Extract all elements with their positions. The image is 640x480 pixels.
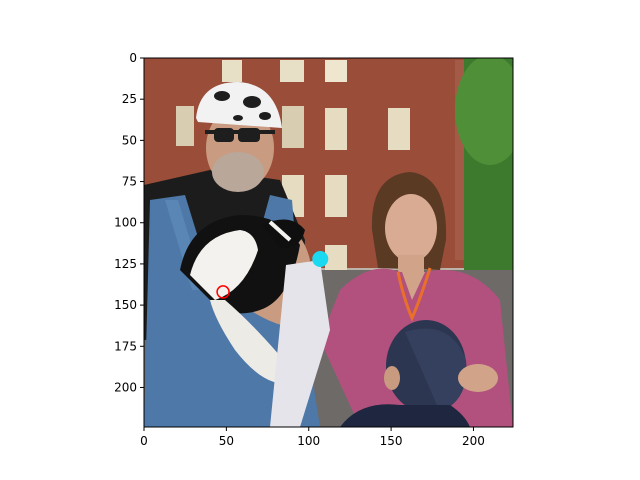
bystander — [270, 260, 330, 427]
photo — [144, 58, 513, 427]
x-tick-label: 100 — [297, 434, 320, 448]
y-tick-label: 25 — [122, 92, 137, 106]
y-axis: 0 25 50 75 100 125 150 175 200 — [114, 51, 144, 394]
y-tick-label: 0 — [129, 51, 137, 65]
y-tick-label: 125 — [114, 257, 137, 271]
y-tick-label: 150 — [114, 298, 137, 312]
y-tick-label: 50 — [122, 133, 137, 147]
child — [340, 320, 470, 427]
x-tick-label: 0 — [140, 434, 148, 448]
hand — [458, 364, 498, 392]
building-windows — [176, 60, 410, 275]
y-tick-label: 200 — [114, 380, 137, 394]
x-tick-label: 150 — [380, 434, 403, 448]
hollow-point-marker — [216, 285, 230, 299]
x-tick-label: 200 — [462, 434, 485, 448]
y-tick-label: 175 — [114, 339, 137, 353]
x-tick-label: 50 — [219, 434, 234, 448]
filled-point-marker — [312, 250, 329, 267]
x-axis: 0 50 100 150 200 — [140, 427, 485, 448]
axes-frame — [143, 57, 514, 428]
y-tick-label: 75 — [122, 175, 137, 189]
markers-layer — [216, 250, 329, 299]
y-tick-label: 100 — [114, 216, 137, 230]
skunk — [180, 215, 305, 384]
tree-canopy — [455, 58, 513, 165]
